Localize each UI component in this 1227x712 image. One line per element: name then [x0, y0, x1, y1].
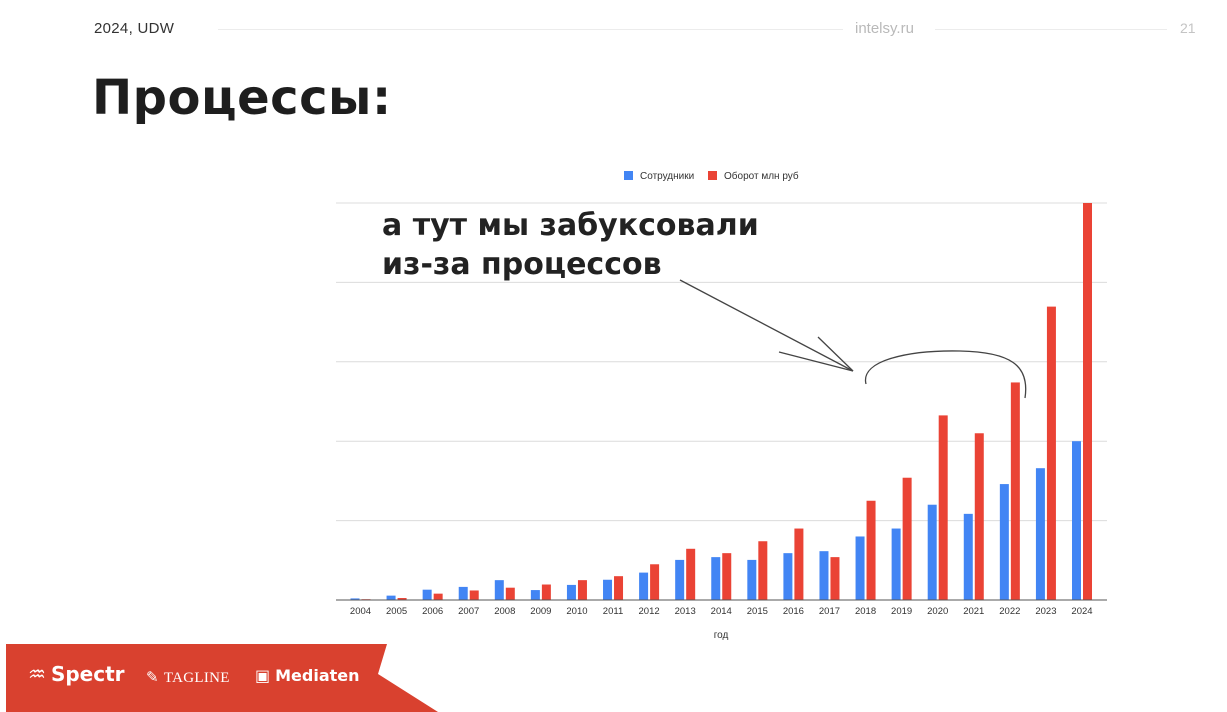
x-tick-label-2022: 2022: [999, 606, 1020, 617]
bar-employees-2008: [494, 580, 504, 600]
x-tick-label-2020: 2020: [927, 606, 948, 617]
bar-revenue-2023: [1046, 306, 1056, 600]
bar-employees-2012: [639, 572, 649, 600]
legend-swatch-employees: [624, 171, 633, 180]
x-tick-label-2010: 2010: [566, 606, 587, 617]
bar-revenue-2013: [686, 548, 696, 600]
bar-revenue-2018: [866, 500, 876, 600]
header-divider-left: [218, 29, 843, 30]
x-tick-label-2024: 2024: [1071, 606, 1092, 617]
x-tick-label-2004: 2004: [350, 606, 371, 617]
bar-revenue-2014: [722, 553, 732, 600]
bar-employees-2005: [386, 595, 396, 600]
bar-employees-2018: [855, 536, 865, 600]
spectr-logo-icon: ♒: [28, 662, 46, 686]
bar-employees-2010: [566, 584, 576, 600]
slide-header: 2024, UDW intelsy.ru 21: [0, 0, 1227, 60]
slide-title: Процессы:: [92, 70, 392, 126]
bar-employees-2013: [675, 559, 685, 600]
sponsor-banner: [6, 644, 438, 712]
bar-revenue-2022: [1010, 382, 1020, 600]
bar-employees-2015: [747, 559, 757, 600]
x-tick-label-2007: 2007: [458, 606, 479, 617]
chart-legend: Сотрудники Оборот млн руб: [624, 170, 799, 182]
bar-revenue-2017: [830, 557, 840, 600]
annotation-line-1: а тут мы забуксовали: [382, 208, 759, 243]
bar-revenue-2016: [794, 528, 804, 600]
bar-employees-2011: [603, 579, 613, 600]
bar-revenue-2024: [1083, 203, 1092, 600]
x-tick-label-2012: 2012: [639, 606, 660, 617]
legend-label-revenue: Оборот млн руб: [724, 170, 799, 182]
bar-employees-2014: [711, 557, 721, 600]
brand-tagline-label: TAGLINE: [163, 670, 230, 686]
bar-employees-2007: [458, 586, 468, 600]
bar-revenue-2007: [469, 590, 479, 600]
page-number: 21: [1180, 20, 1196, 36]
bar-revenue-2019: [902, 477, 912, 600]
x-tick-label-2009: 2009: [530, 606, 551, 617]
x-tick-label-2008: 2008: [494, 606, 515, 617]
annotation-arrow: [679, 279, 854, 372]
brand-mediaten: ▣ Mediaten: [255, 666, 360, 685]
x-tick-label-2006: 2006: [422, 606, 443, 617]
bar-revenue-2011: [614, 576, 624, 600]
mediaten-logo-icon: ▣: [255, 666, 271, 685]
header-divider-right: [935, 29, 1167, 30]
x-tick-label-2013: 2013: [675, 606, 696, 617]
annotation-line-2: из-за процессов: [382, 247, 662, 282]
bar-employees-2006: [422, 589, 432, 600]
sponsor-banner-shape: [6, 644, 438, 712]
x-tick-label-2019: 2019: [891, 606, 912, 617]
x-tick-label-2023: 2023: [1035, 606, 1056, 617]
brand-mediaten-label: Mediaten: [275, 666, 360, 685]
brand-spectr-label: Spectr: [50, 662, 125, 686]
x-axis-title: год: [714, 630, 729, 641]
chart-bars: [350, 203, 1092, 601]
bar-employees-2023: [1035, 468, 1045, 600]
x-tick-label-2014: 2014: [711, 606, 732, 617]
brand-spectr: ♒ Spectr: [28, 662, 125, 686]
bar-revenue-2008: [505, 587, 515, 600]
bar-revenue-2005: [397, 598, 407, 600]
bar-employees-2017: [819, 551, 829, 600]
bar-employees-2022: [999, 484, 1009, 600]
annotation-bracket: [864, 350, 1027, 399]
bar-revenue-2015: [758, 541, 768, 600]
tagline-logo-icon: ✎: [146, 670, 159, 686]
bar-employees-2019: [891, 528, 901, 600]
bar-revenue-2009: [541, 584, 551, 600]
site-label: intelsy.ru: [855, 20, 914, 37]
bar-revenue-2021: [974, 433, 984, 600]
bar-revenue-2012: [650, 564, 660, 600]
x-axis-ticks: 2004 2005 2006 2007 2008 2009 2010 2011 2012 2013…: [350, 606, 1093, 617]
x-tick-label-2018: 2018: [855, 606, 876, 617]
bar-employees-2021: [963, 513, 973, 600]
x-tick-label-2015: 2015: [747, 606, 768, 617]
bar-employees-2004: [350, 598, 360, 600]
x-tick-label-2017: 2017: [819, 606, 840, 617]
chart-gridlines: [336, 202, 1107, 522]
event-label: 2024, UDW: [94, 20, 175, 37]
x-tick-label-2021: 2021: [963, 606, 984, 617]
bar-employees-2020: [927, 504, 937, 600]
bar-employees-2024: [1072, 441, 1081, 600]
bar-employees-2009: [530, 590, 540, 600]
brand-tagline: ✎ TAGLINE: [146, 668, 230, 687]
bar-employees-2016: [783, 553, 793, 600]
x-tick-label-2016: 2016: [783, 606, 804, 617]
legend-label-employees: Сотрудники: [640, 171, 694, 182]
x-tick-label-2011: 2011: [603, 606, 623, 617]
x-tick-label-2005: 2005: [386, 606, 407, 617]
bar-revenue-2010: [577, 580, 587, 600]
bar-revenue-2020: [938, 415, 948, 600]
legend-swatch-revenue: [708, 171, 717, 180]
bar-revenue-2006: [433, 593, 443, 600]
